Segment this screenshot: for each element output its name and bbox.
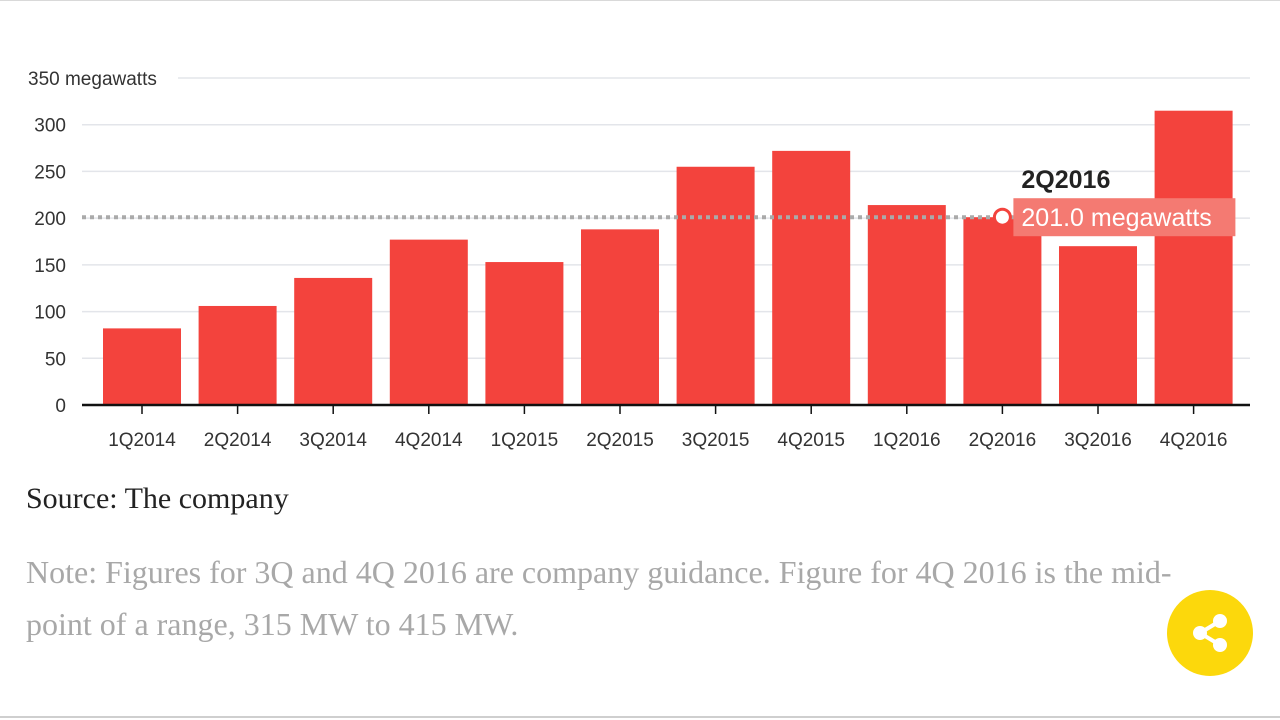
y-tick-label: 0: [55, 396, 66, 417]
bar: [867, 205, 946, 405]
x-axis-labels: 1Q2014 2Q2014 3Q2014 4Q2014 1Q2015 2Q2015 3Q20…: [108, 430, 1227, 451]
bar: [963, 217, 1042, 405]
x-tick-label: 1Q2014: [108, 430, 176, 451]
note-caption: Note: Figures for 3Q and 4Q 2016 are com…: [26, 554, 1172, 642]
y-tick-label: 100: [34, 303, 66, 324]
x-tick-label: 4Q2016: [1160, 430, 1228, 451]
share-button[interactable]: [1167, 590, 1253, 676]
bar: [676, 166, 755, 405]
x-tick-label: 4Q2015: [777, 430, 845, 451]
bar: [198, 305, 277, 405]
y-tick-label: 250: [34, 162, 66, 183]
x-tick-label: 4Q2014: [395, 430, 463, 451]
tooltip-category: 2Q2016: [1021, 166, 1110, 194]
bar: [772, 150, 851, 405]
bar: [294, 277, 373, 405]
bar: [485, 262, 564, 405]
x-tick-label: 1Q2016: [873, 430, 941, 451]
top-border: [0, 0, 1280, 1]
share-icon: [1193, 614, 1227, 652]
tooltip: 2Q2016 201.0 megawatts: [82, 166, 1236, 237]
x-tick-label: 1Q2015: [491, 430, 559, 451]
tooltip-value-box: [1013, 198, 1236, 237]
bars: [103, 110, 1233, 405]
bar: [1154, 110, 1233, 405]
x-axis: [82, 403, 1250, 414]
y-tick-label: 50: [45, 349, 66, 370]
tooltip-marker: [992, 207, 1012, 227]
y-tick-label: 300: [34, 116, 66, 137]
x-tick-label: 3Q2015: [682, 430, 750, 451]
source-caption: Source: The company: [26, 482, 289, 515]
y-tick-label: 350 megawatts: [28, 69, 157, 90]
bar: [581, 229, 659, 405]
y-tick-label: 150: [34, 256, 66, 277]
x-tick-label: 3Q2014: [299, 430, 367, 451]
x-tick-label: 2Q2016: [969, 430, 1037, 451]
bar: [1059, 246, 1137, 405]
bar: [389, 239, 468, 405]
x-tick-label: 2Q2015: [586, 430, 654, 451]
bar-chart: 0 50 100 150 200 250 300 350 megawatts 1Q2014 2Q…: [28, 69, 1250, 451]
y-tick-label: 200: [34, 209, 66, 230]
x-tick-label: 2Q2014: [204, 430, 272, 451]
x-tick-label: 3Q2016: [1064, 430, 1132, 451]
bottom-border: [0, 716, 1280, 718]
tooltip-value: 201.0 megawatts: [1021, 204, 1211, 232]
bar: [103, 328, 181, 405]
y-axis-labels: 0 50 100 150 200 250 300 350 megawatts: [28, 69, 157, 417]
